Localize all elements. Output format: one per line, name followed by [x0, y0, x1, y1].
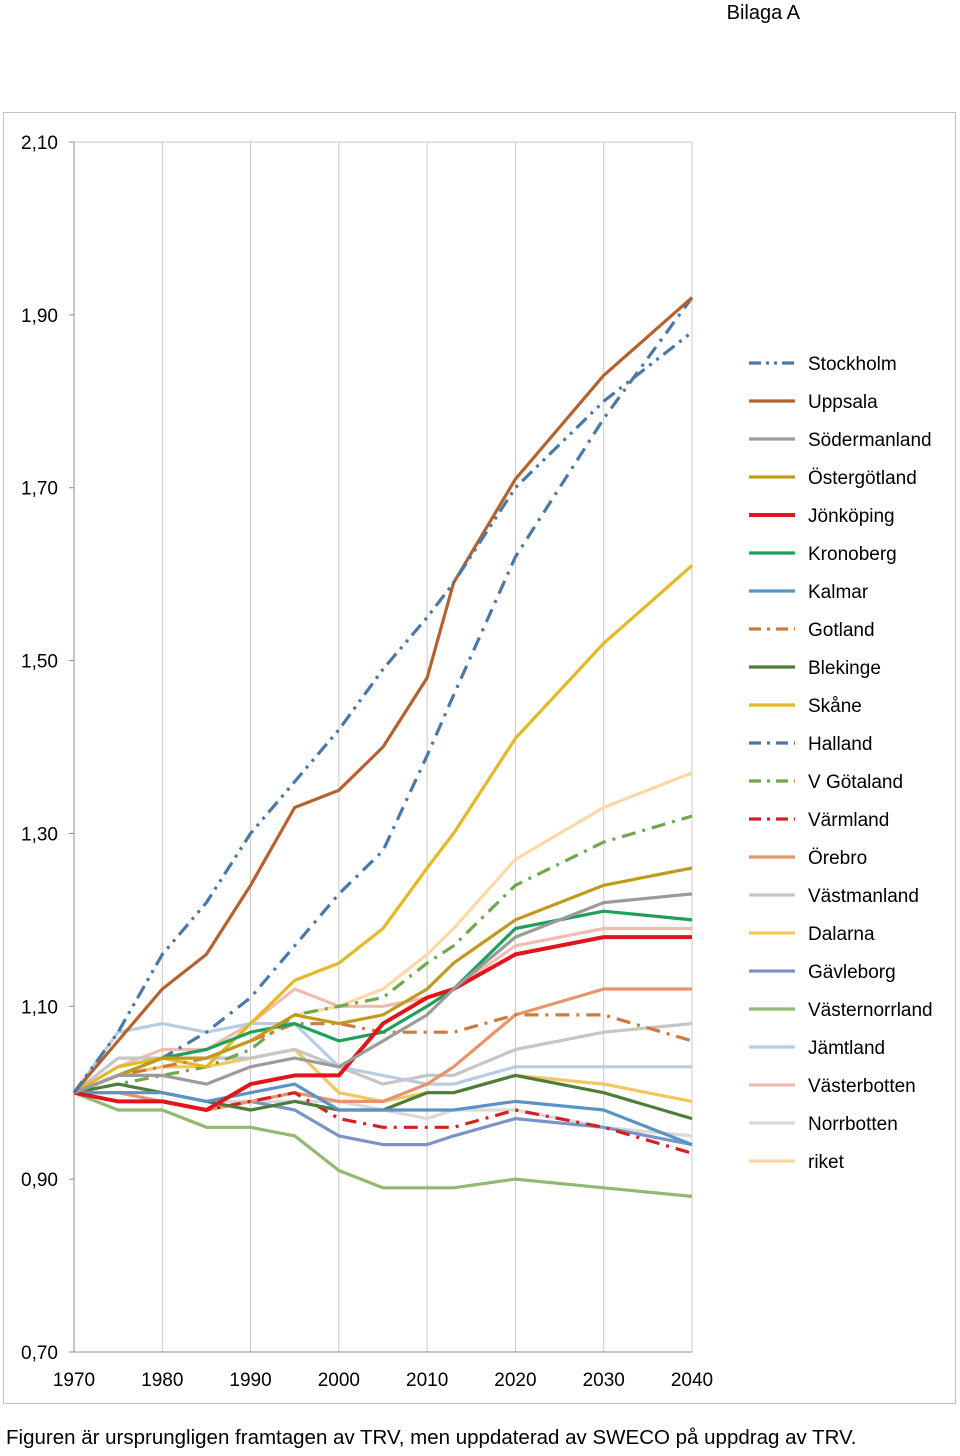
y-tick-label: 0,70 — [21, 1343, 58, 1364]
x-tick-label: 1980 — [141, 1370, 183, 1391]
legend-label-södermanland: Södermanland — [808, 430, 932, 451]
y-tick-label: 1,30 — [21, 824, 58, 845]
legend-label-kronoberg: Kronoberg — [808, 544, 897, 565]
legend-label-v-götaland: V Götaland — [808, 772, 903, 793]
legend-label-riket: riket — [808, 1152, 845, 1173]
legend-label-västernorrland: Västernorrland — [808, 1000, 933, 1021]
page-header: Bilaga A — [726, 2, 800, 24]
legend-label-stockholm: Stockholm — [808, 354, 897, 375]
legend-label-gävleborg: Gävleborg — [808, 962, 896, 983]
series-line-värmland — [73, 1091, 693, 1155]
grid-layer — [73, 141, 693, 1352]
legend-label-uppsala: Uppsala — [808, 392, 878, 413]
series-line-halland — [73, 296, 694, 1095]
series-layer — [72, 296, 694, 1198]
legend-label-jönköping: Jönköping — [808, 506, 895, 527]
legend-label-östergötland: Östergötland — [808, 468, 917, 489]
series-line-gotland — [73, 1013, 693, 1095]
line-chart: 0,70 0,90 1,10 1,30 1,50 1,70 1,90 2,10 1970 1980… — [21, 133, 933, 1391]
series-line-stockholm — [72, 330, 693, 1094]
legend-label-dalarna: Dalarna — [808, 924, 875, 945]
legend-label-skåne: Skåne — [808, 696, 862, 717]
x-tick-label: 1970 — [53, 1370, 95, 1391]
legend-layer: Stockholm Uppsala Södermanland Östergötland… — [749, 354, 933, 1173]
y-tick-label: 2,10 — [21, 133, 58, 154]
x-tick-label: 2040 — [671, 1370, 713, 1391]
legend-label-kalmar: Kalmar — [808, 582, 869, 603]
series-line-norrbotten — [74, 1091, 693, 1138]
y-tick-label: 0,90 — [21, 1170, 58, 1191]
legend-label-jämtland: Jämtland — [808, 1038, 885, 1059]
series-line-södermanland — [73, 892, 693, 1095]
x-tick-label: 2030 — [583, 1370, 625, 1391]
legend-label-västmanland: Västmanland — [808, 886, 919, 907]
series-line-jönköping — [73, 935, 692, 1112]
x-tick-label: 2020 — [494, 1370, 536, 1391]
y-tick-label: 1,70 — [21, 479, 58, 500]
x-tick-label: 2000 — [318, 1370, 360, 1391]
y-tick-label: 1,90 — [21, 306, 58, 327]
series-line-västernorrland — [73, 1091, 693, 1198]
legend-label-norrbotten: Norrbotten — [808, 1114, 898, 1135]
axis-layer: 0,70 0,90 1,10 1,30 1,50 1,70 1,90 2,10 1970 1980… — [21, 133, 713, 1391]
legend-label-halland: Halland — [808, 734, 872, 755]
series-line-kalmar — [74, 1082, 693, 1147]
x-tick-label: 1990 — [229, 1370, 271, 1391]
series-line-östergötland — [73, 866, 693, 1095]
x-tick-label: 2010 — [406, 1370, 448, 1391]
legend-label-örebro: Örebro — [808, 848, 867, 869]
series-line-v-götaland — [73, 814, 693, 1095]
legend-label-blekinge: Blekinge — [808, 658, 881, 679]
legend-label-värmland: Värmland — [808, 810, 889, 831]
chart-frame: 0,70 0,90 1,10 1,30 1,50 1,70 1,90 2,10 1970 1980… — [3, 112, 956, 1404]
series-line-riket — [73, 771, 693, 1095]
figure-caption: Figuren är ursprungligen framtagen av TR… — [6, 1426, 857, 1449]
legend-label-västerbotten: Västerbotten — [808, 1076, 916, 1097]
y-tick-label: 1,10 — [21, 997, 58, 1018]
y-tick-label: 1,50 — [21, 652, 58, 673]
series-line-uppsala — [72, 296, 694, 1094]
legend-label-gotland: Gotland — [808, 620, 875, 641]
